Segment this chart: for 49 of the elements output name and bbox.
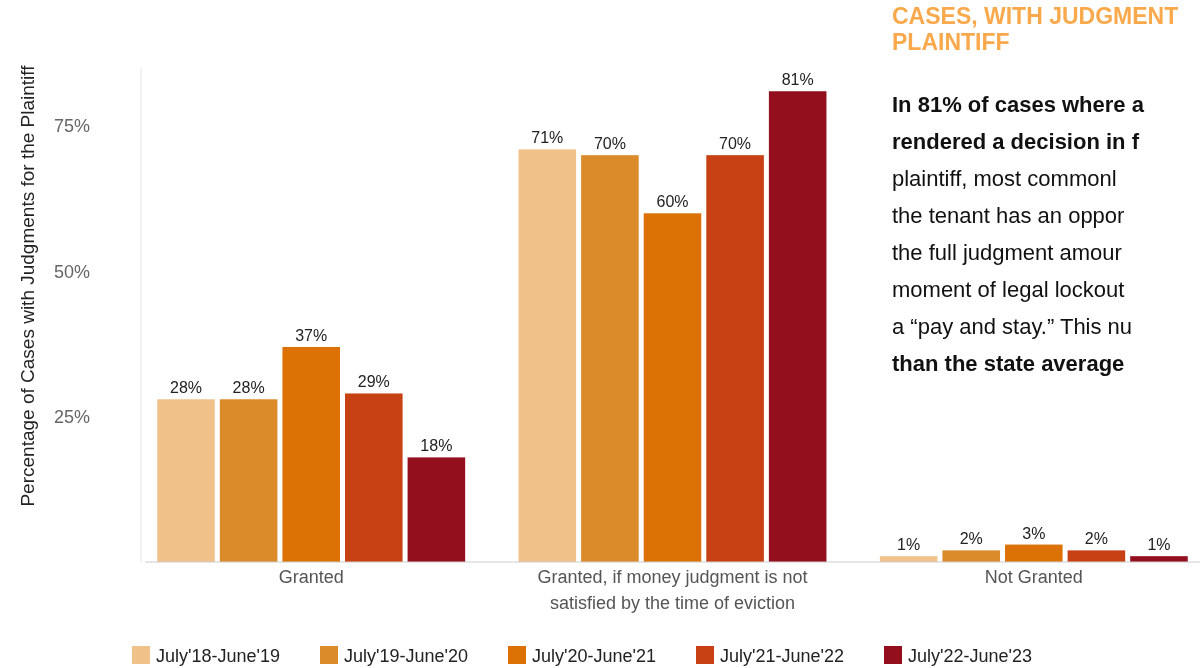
y-tick-label: 50% [53,261,90,282]
annotation: rendered a decision in f [892,129,1140,154]
y-axis-title: Percentage of Cases with Judgments for the Plaintiff [17,64,38,507]
bar [581,155,639,562]
bar [1005,544,1063,562]
data-label: 71% [531,129,564,147]
data-label: 2% [959,530,983,548]
bar [942,550,1000,562]
bar [518,149,577,562]
y-tick-label: 75% [53,116,90,137]
annotation: the tenant has an oppor [892,203,1125,228]
legend-label: July'22-June'23 [908,646,1032,666]
legend-label: July'18-June'19 [156,646,280,666]
legend-label: July'20-June'21 [532,646,656,666]
annotation: the full judgment amour [892,240,1122,265]
data-label: 2% [1084,530,1108,548]
data-label: 60% [656,193,689,211]
bar [706,155,764,562]
data-label: 29% [357,373,390,391]
x-tick-label: Not Granted [984,567,1083,587]
chart-title: CASES, WITH JUDGMENT PLAINTIFF [892,3,1179,55]
data-label: 37% [295,326,328,344]
bar [157,399,215,562]
legend-label: July'21-June'22 [720,646,844,666]
data-label: 18% [420,437,453,455]
data-label: 70% [719,135,752,153]
data-label: 81% [781,71,814,89]
bar [345,393,403,562]
bar [407,457,466,562]
data-label: 28% [170,379,203,397]
x-tick-label: Granted [278,567,344,587]
bar [219,399,278,562]
data-label: 1% [897,536,921,554]
annotation: than the state average [892,351,1125,376]
bar [768,91,827,562]
bar [643,213,702,562]
bar [282,346,340,562]
legend-label: July'19-June'20 [344,646,468,666]
data-label: 3% [1022,524,1046,542]
annotation: plaintiff, most commonl [892,166,1117,191]
data-label: 28% [232,379,265,397]
bar [1067,550,1126,562]
y-tick-label: 25% [53,407,90,428]
data-label: 1% [1147,536,1171,554]
annotation: moment of legal lockout [892,277,1125,302]
annotation: a “pay and stay.” This nu [892,314,1133,339]
x-tick-label: Granted, if money judgment is not satisfied by the time of eviction [537,567,808,613]
data-label: 70% [593,135,626,153]
annotation: In 81% of cases where a [892,92,1145,117]
